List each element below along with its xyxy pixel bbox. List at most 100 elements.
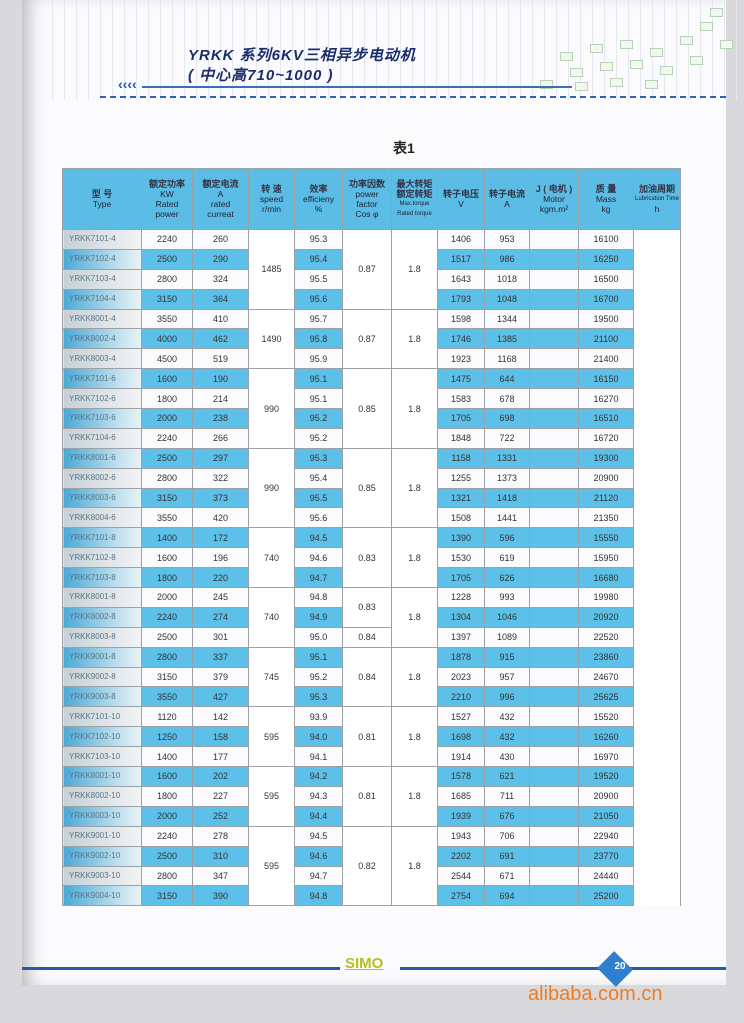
table-row: YRKK7102-10 1250 158 94.0 1698 432 16260 bbox=[62, 726, 681, 748]
table-row: YRKK8003-4 4500 519 95.9 1923 1168 21400 bbox=[62, 348, 681, 370]
square-decoration bbox=[570, 68, 583, 77]
power-factor-cell: 0.81 bbox=[342, 766, 392, 827]
type-cell: YRKK8001-4 bbox=[62, 308, 142, 330]
rated-current-cell: 310 bbox=[192, 845, 249, 867]
torque-ratio-cell: 1.8 bbox=[391, 229, 438, 310]
rotor-voltage-cell: 1228 bbox=[437, 587, 485, 608]
table-row: YRKK7103-4 2800 324 95.5 1643 1018 16500 bbox=[62, 268, 681, 290]
rotor-voltage-cell: 1685 bbox=[437, 785, 485, 807]
rotor-voltage-cell: 1698 bbox=[437, 726, 485, 748]
rotor-current-cell: 1344 bbox=[484, 308, 530, 330]
rotor-voltage-cell: 1943 bbox=[437, 825, 485, 847]
page-number: 20 bbox=[614, 961, 626, 972]
inertia-cell bbox=[529, 248, 579, 270]
inertia-cell bbox=[529, 646, 579, 668]
rotor-current-cell: 1168 bbox=[484, 348, 530, 370]
rotor-voltage-cell: 1705 bbox=[437, 408, 485, 429]
rated-power-cell: 3150 bbox=[141, 885, 193, 907]
table-row: YRKK9003-8 3550 427 95.3 2210 996 25625 bbox=[62, 686, 681, 708]
type-cell: YRKK9001-10 bbox=[62, 825, 142, 847]
rated-current-cell: 427 bbox=[192, 686, 249, 708]
rotor-current-cell: 706 bbox=[484, 825, 530, 847]
rotor-voltage-cell: 1914 bbox=[437, 746, 485, 768]
rated-power-cell: 2240 bbox=[141, 825, 193, 847]
rotor-voltage-cell: 1508 bbox=[437, 507, 485, 529]
rotor-current-cell: 691 bbox=[484, 845, 530, 867]
type-cell: YRKK7101-4 bbox=[62, 229, 142, 250]
mass-cell: 16680 bbox=[578, 567, 634, 589]
rotor-current-cell: 711 bbox=[484, 785, 530, 807]
rated-power-cell: 1800 bbox=[141, 388, 193, 410]
type-cell: YRKK8003-4 bbox=[62, 348, 142, 370]
type-cell: YRKK9002-10 bbox=[62, 845, 142, 867]
rotor-current-cell: 698 bbox=[484, 408, 530, 429]
efficiency-cell: 95.3 bbox=[294, 686, 343, 708]
table-row: YRKK7103-6 2000 238 95.2 1705 698 16510 bbox=[62, 408, 681, 429]
rotor-voltage-cell: 1390 bbox=[437, 527, 485, 549]
square-decoration bbox=[720, 40, 733, 49]
efficiency-cell: 95.1 bbox=[294, 368, 343, 390]
type-cell: YRKK8002-4 bbox=[62, 328, 142, 350]
efficiency-cell: 94.8 bbox=[294, 885, 343, 907]
rotor-current-cell: 996 bbox=[484, 686, 530, 708]
inertia-cell bbox=[529, 368, 579, 390]
inertia-cell bbox=[529, 229, 579, 250]
rated-current-cell: 202 bbox=[192, 766, 249, 787]
type-cell: YRKK9003-10 bbox=[62, 865, 142, 887]
table-row: YRKK7103-8 1800 220 94.7 1705 626 16680 bbox=[62, 567, 681, 589]
rotor-voltage-cell: 1321 bbox=[437, 487, 485, 509]
rotor-current-cell: 993 bbox=[484, 587, 530, 608]
rated-current-cell: 379 bbox=[192, 666, 249, 688]
rated-current-cell: 297 bbox=[192, 447, 249, 469]
inertia-cell bbox=[529, 766, 579, 787]
efficiency-cell: 94.1 bbox=[294, 746, 343, 768]
table-row: YRKK7101-10 1120 142 595 93.9 0.81 1.8 1527 432 1… bbox=[62, 706, 681, 768]
table-row: YRKK9001-8 2800 337 745 95.1 0.84 1.8 1878 915 23… bbox=[62, 646, 681, 708]
table-row: YRKK9002-8 3150 379 95.2 2023 957 24670 bbox=[62, 666, 681, 688]
inertia-cell bbox=[529, 507, 579, 529]
table-row: YRKK8001-4 3550 410 1490 95.7 0.87 1.8 1598 1344… bbox=[62, 308, 681, 370]
rated-power-cell: 2000 bbox=[141, 408, 193, 429]
rotor-voltage-cell: 2210 bbox=[437, 686, 485, 708]
rated-current-cell: 260 bbox=[192, 229, 249, 250]
efficiency-cell: 95.7 bbox=[294, 308, 343, 330]
inertia-cell bbox=[529, 567, 579, 589]
type-cell: YRKK8004-6 bbox=[62, 507, 142, 529]
page-title: YRKK 系列6KV三相异步电动机 bbox=[188, 47, 416, 64]
column-header: 型 号 Type bbox=[62, 168, 142, 230]
inertia-cell bbox=[529, 328, 579, 350]
inertia-cell bbox=[529, 408, 579, 429]
rotor-voltage-cell: 2202 bbox=[437, 845, 485, 867]
mass-cell: 19500 bbox=[578, 308, 634, 330]
rated-current-cell: 462 bbox=[192, 328, 249, 350]
inertia-cell bbox=[529, 527, 579, 549]
inertia-cell bbox=[529, 487, 579, 509]
speed-cell: 745 bbox=[248, 646, 295, 708]
type-cell: YRKK7101-8 bbox=[62, 527, 142, 549]
table-row: YRKK7101-4 2240 260 1485 95.3 0.87 1.8 1406 953 1… bbox=[62, 229, 681, 906]
rotor-voltage-cell: 2544 bbox=[437, 865, 485, 887]
mass-cell: 25625 bbox=[578, 686, 634, 708]
mass-cell: 16970 bbox=[578, 746, 634, 768]
mass-cell: 20900 bbox=[578, 467, 634, 489]
rated-current-cell: 177 bbox=[192, 746, 249, 768]
speed-cell: 595 bbox=[248, 825, 295, 907]
rotor-voltage-cell: 1530 bbox=[437, 547, 485, 569]
rotor-voltage-cell: 1793 bbox=[437, 288, 485, 310]
rated-current-cell: 274 bbox=[192, 606, 249, 628]
rated-current-cell: 410 bbox=[192, 308, 249, 330]
rotor-current-cell: 430 bbox=[484, 746, 530, 768]
mass-cell: 24670 bbox=[578, 666, 634, 688]
inertia-cell bbox=[529, 587, 579, 608]
table-row: YRKK9004-10 3150 390 94.8 2754 694 25200 bbox=[62, 885, 681, 907]
rated-power-cell: 1800 bbox=[141, 567, 193, 589]
column-header: 最大转矩 额定转矩 Max.torque Rated torque bbox=[391, 168, 438, 230]
torque-ratio-cell: 1.8 bbox=[391, 825, 438, 907]
efficiency-cell: 94.9 bbox=[294, 606, 343, 628]
inertia-cell bbox=[529, 865, 579, 887]
rated-power-cell: 2500 bbox=[141, 626, 193, 648]
rated-current-cell: 337 bbox=[192, 646, 249, 668]
inertia-cell bbox=[529, 268, 579, 290]
mass-cell: 21400 bbox=[578, 348, 634, 370]
rated-power-cell: 2240 bbox=[141, 427, 193, 449]
